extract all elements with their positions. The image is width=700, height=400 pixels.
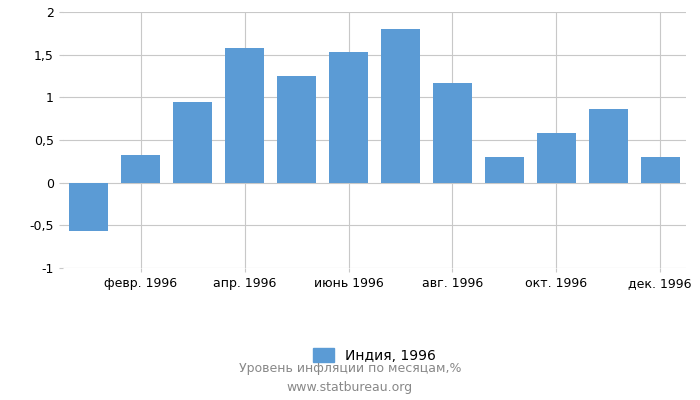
Bar [329, 52, 368, 183]
Bar [640, 157, 680, 183]
Bar [277, 76, 316, 183]
Bar [589, 109, 628, 183]
Bar [433, 83, 472, 183]
Bar [485, 157, 524, 183]
Bar [121, 155, 160, 183]
Bar [174, 102, 212, 183]
Bar [225, 48, 264, 183]
Legend: Индия, 1996: Индия, 1996 [307, 343, 442, 368]
Bar [381, 29, 420, 183]
Bar [537, 133, 575, 183]
Text: Уровень инфляции по месяцам,%
www.statbureau.org: Уровень инфляции по месяцам,% www.statbu… [239, 362, 461, 394]
Bar [69, 183, 108, 231]
